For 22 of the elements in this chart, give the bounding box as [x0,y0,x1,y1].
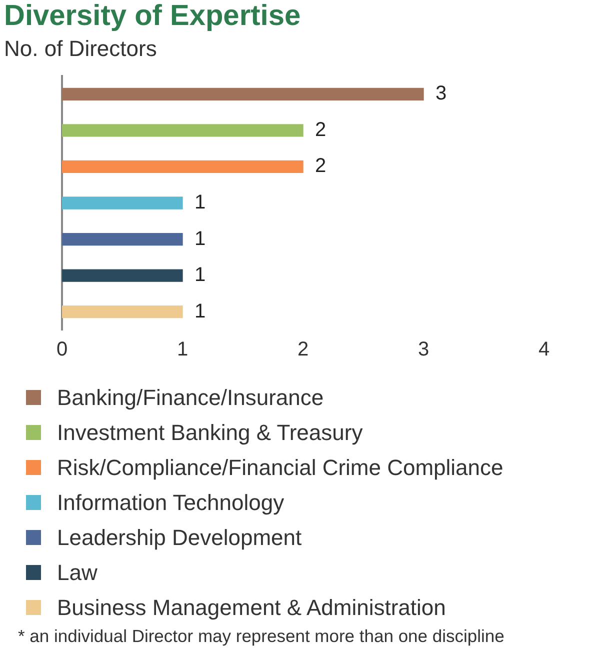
legend-label: Business Management & Administration [57,594,446,620]
legend-label: Risk/Compliance/Financial Crime Compliance [57,454,504,480]
legend-label: Law [57,560,98,586]
data-label: 2 [315,118,326,141]
chart-title: Diversity of Expertise [4,0,301,33]
chart-subtitle: No. of Directors [4,36,157,62]
data-label: 1 [194,228,206,250]
data-label: 3 [436,82,447,105]
data-label: 2 [315,155,326,178]
text: * an individual Director may represent more than one discipline [18,626,504,647]
x-tick-label: 0 [56,338,68,361]
legend-label: Investment Banking & Treasury [57,420,363,446]
data-label: 1 [194,300,206,322]
legend-label: Leadership Development [57,524,302,550]
legend-label: Banking/Finance/Insurance [57,384,324,410]
data-label: 1 [194,192,206,214]
x-tick-label: 1 [176,338,188,361]
x-tick-label: 3 [418,338,430,361]
x-tick-label: 2 [297,338,309,361]
data-label: 1 [194,264,206,286]
legend-label: Information Technology [57,490,284,516]
x-tick-label: 4 [538,338,550,361]
